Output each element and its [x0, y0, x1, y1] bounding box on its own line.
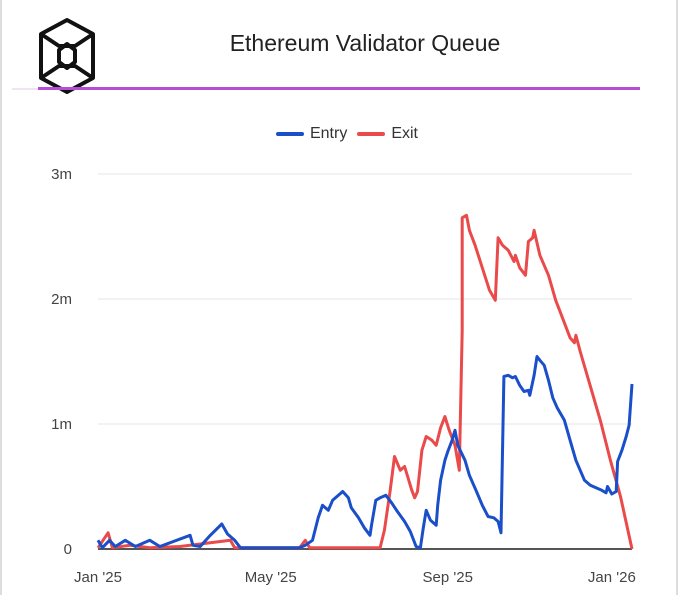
legend-item-exit[interactable]: Exit [357, 125, 418, 143]
chart-legend: Entry Exit [0, 125, 680, 143]
y-tick-label: 1m [51, 416, 72, 433]
y-tick-label: 2m [51, 291, 72, 308]
legend-swatch-exit [357, 132, 386, 136]
series-line-exit [96, 213, 634, 550]
y-tick-label: 0 [64, 541, 72, 558]
x-tick-label: May '25 [245, 569, 297, 586]
legend-item-entry[interactable]: Entry [275, 125, 348, 143]
legend-label-exit: Exit [391, 125, 418, 142]
legend-swatch-entry [275, 132, 304, 136]
x-tick-label: Jan '25 [74, 569, 122, 586]
title-divider [38, 87, 640, 90]
y-tick-label: 3m [51, 166, 72, 183]
legend-label-entry: Entry [309, 125, 348, 142]
cube-hexagon-logo-icon [39, 18, 95, 94]
series-line-entry [96, 355, 634, 550]
page-title: Ethereum Validator Queue [229, 30, 501, 56]
x-tick-label: Jan '26 [588, 569, 636, 586]
x-tick-label: Sep '25 [423, 569, 473, 586]
